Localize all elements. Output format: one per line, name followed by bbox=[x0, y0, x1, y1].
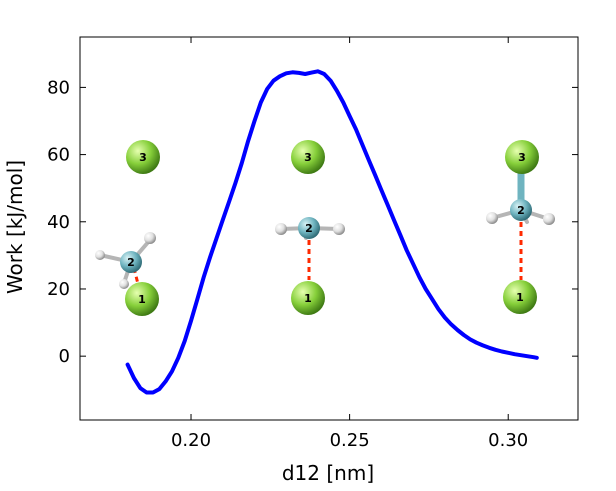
chlorine-atom-1 bbox=[125, 282, 159, 316]
chlorine-atom-3-label: 3 bbox=[304, 151, 312, 164]
chlorine-atom-3-label: 3 bbox=[518, 151, 526, 164]
carbon-atom-2 bbox=[298, 217, 320, 239]
chlorine-atom-1 bbox=[503, 280, 537, 314]
carbon-atom-2-label: 2 bbox=[127, 256, 135, 269]
plot-area bbox=[79, 36, 579, 421]
x-tick-label: 0.30 bbox=[488, 430, 528, 451]
chlorine-atom-1-label: 1 bbox=[138, 293, 146, 306]
y-tick-label: 20 bbox=[47, 279, 70, 300]
molecule-insets: 3 2 1 3 2 1 3 2 1 bbox=[95, 140, 555, 316]
hydrogen-atom bbox=[543, 213, 555, 225]
hydrogen-atom bbox=[333, 223, 345, 235]
work-curve-line bbox=[125, 69, 539, 395]
hydrogen-atom bbox=[144, 232, 156, 244]
chlorine-atom-3 bbox=[505, 140, 539, 174]
chlorine-atom-3-label: 3 bbox=[139, 151, 147, 164]
hydrogen-atom bbox=[275, 223, 287, 235]
y-axis-label: Work [kJ/mol] bbox=[3, 160, 27, 294]
chlorine-atom-3 bbox=[126, 140, 160, 174]
chlorine-atom-1 bbox=[291, 281, 325, 315]
hydrogen-atom bbox=[95, 250, 105, 260]
x-tick-label: 0.20 bbox=[171, 430, 211, 451]
hydrogen-atom bbox=[119, 279, 129, 289]
axis-ticks: 0.20 0.25 0.30 0 20 40 60 80 bbox=[47, 37, 578, 451]
hydrogen-atom bbox=[486, 212, 498, 224]
y-tick-label: 40 bbox=[47, 212, 70, 233]
y-tick-label: 0 bbox=[59, 346, 70, 367]
carbon-atom-2-label: 2 bbox=[517, 204, 525, 217]
carbon-atom-2-label: 2 bbox=[305, 222, 313, 235]
carbon-atom-2 bbox=[120, 251, 142, 273]
carbon-atom-2 bbox=[510, 199, 532, 221]
x-tick-label: 0.25 bbox=[330, 430, 370, 451]
chlorine-atom-1-label: 1 bbox=[304, 292, 312, 305]
plot-frame bbox=[79, 36, 579, 421]
y-tick-label: 80 bbox=[47, 77, 70, 98]
y-tick-label: 60 bbox=[47, 145, 70, 166]
chlorine-atom-3 bbox=[291, 140, 325, 174]
x-axis-label: d12 [nm] bbox=[282, 461, 374, 485]
chlorine-atom-1-label: 1 bbox=[516, 291, 524, 304]
